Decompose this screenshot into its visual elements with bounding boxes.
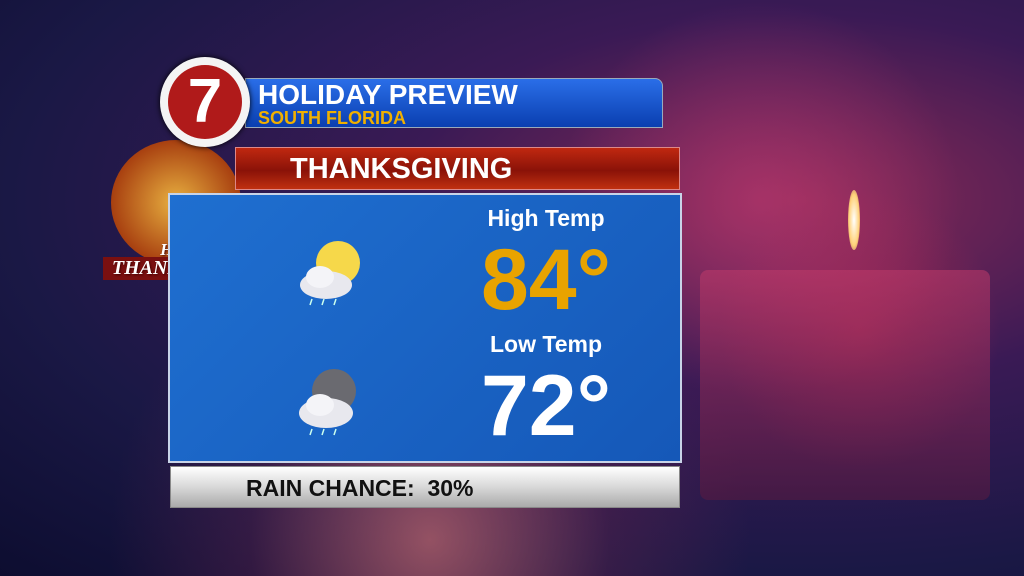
rain-chance-bar: RAIN CHANCE: 30%	[170, 466, 680, 508]
low-temp-label: Low Temp	[489, 331, 602, 357]
candle-image	[700, 270, 990, 500]
partly-sunny-showers-icon	[300, 241, 360, 306]
rain-chance-text: RAIN CHANCE: 30%	[246, 475, 474, 501]
forecast-panel: High Temp 84° Low Temp 72°	[168, 193, 682, 463]
logo-text: 7	[168, 65, 242, 139]
low-temp-value: 72°	[480, 358, 612, 454]
subtitle: SOUTH FLORIDA	[258, 108, 406, 128]
day-bar: THANKSGIVING	[235, 147, 680, 190]
candle-flame	[848, 190, 860, 250]
day-label: THANKSGIVING	[290, 153, 513, 185]
title-bar: HOLIDAY PREVIEW SOUTH FLORIDA	[245, 78, 663, 128]
high-temp-value: 84°	[480, 232, 612, 328]
station-logo: 7	[160, 57, 250, 147]
high-temp-label: High Temp	[487, 205, 605, 231]
partly-cloudy-night-showers-icon	[299, 369, 356, 436]
page-title: HOLIDAY PREVIEW	[258, 79, 518, 110]
